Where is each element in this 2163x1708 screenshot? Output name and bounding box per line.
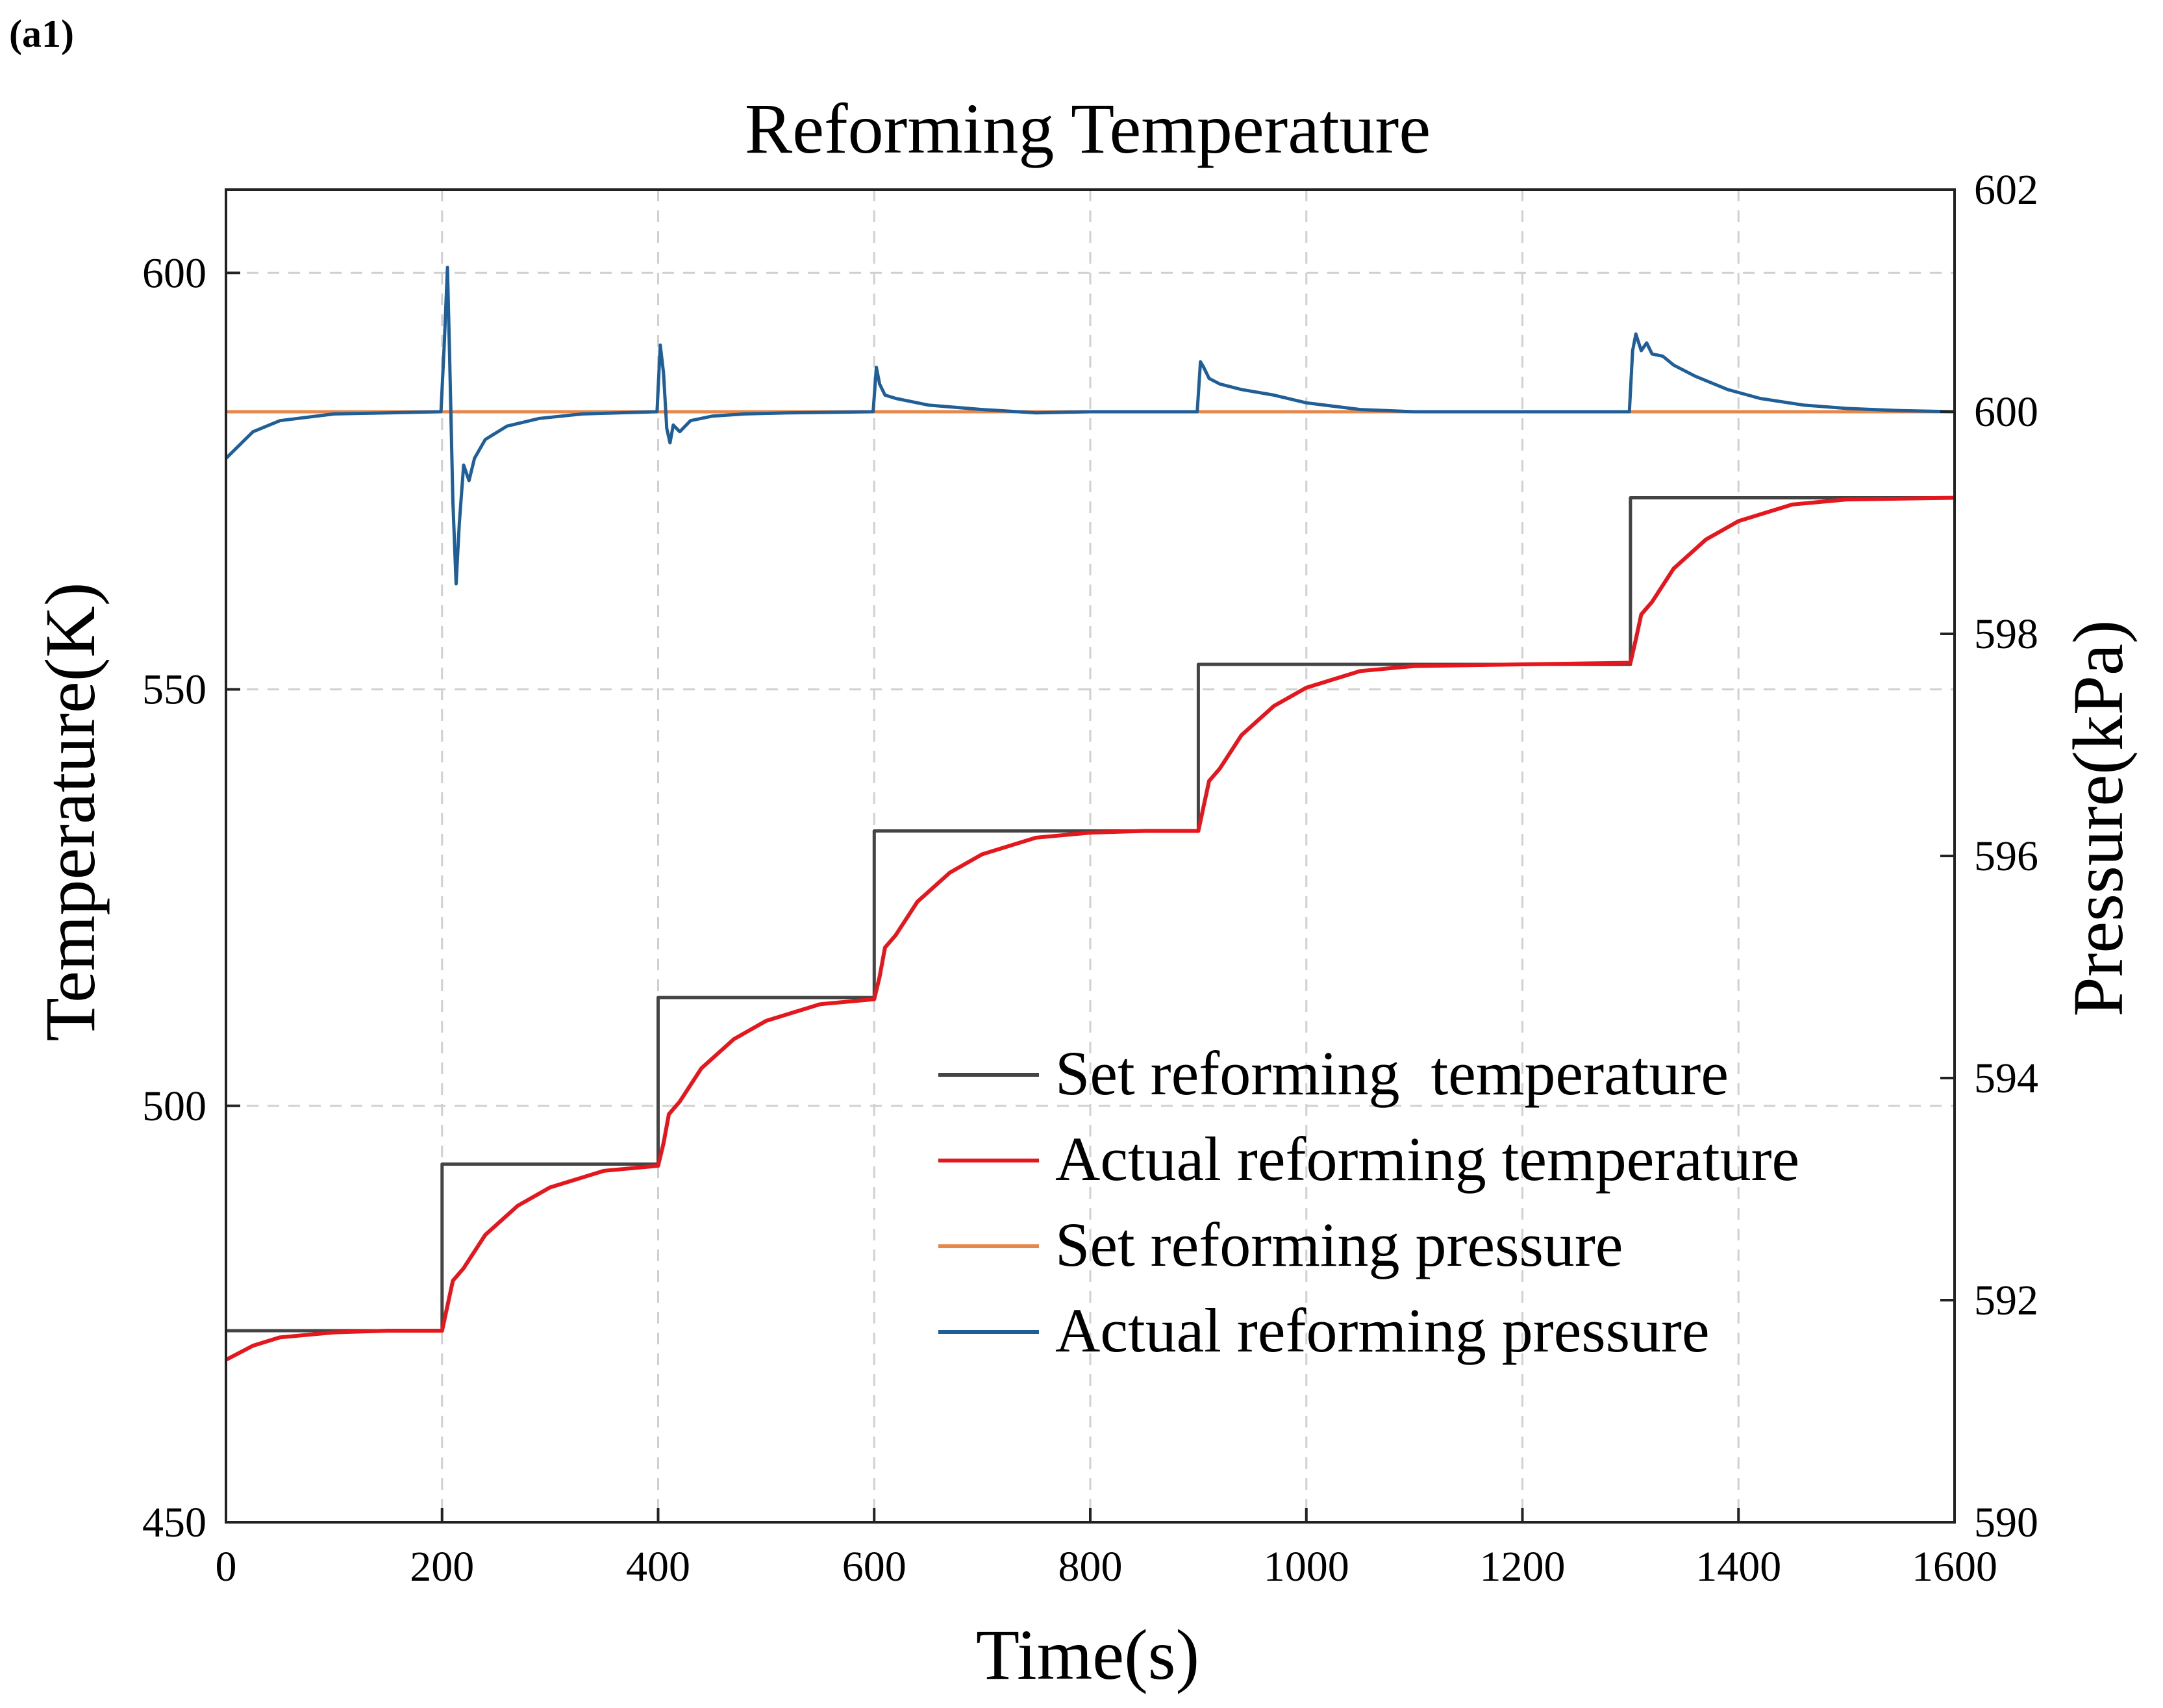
x-tick-label: 400 (626, 1543, 690, 1590)
x-tick-label: 1000 (1264, 1543, 1349, 1590)
legend-label: Actual reforming pressure (1055, 1296, 1710, 1365)
chart-title: Reforming Temperature (745, 89, 1431, 168)
legend: Set reforming temperature Actual reformin… (938, 1038, 1799, 1365)
x-tick-label: 800 (1058, 1543, 1123, 1590)
x-axis-label: Time(s) (976, 1615, 1199, 1694)
y2-tick-label: 590 (1974, 1499, 2038, 1546)
x-tick-label: 1200 (1480, 1543, 1566, 1590)
x-tick-label: 600 (842, 1543, 906, 1590)
y-axis-label: Temperature(K) (31, 583, 110, 1042)
y2-tick-label: 592 (1974, 1277, 2038, 1324)
x-tick-label: 1600 (1912, 1543, 1997, 1590)
y2-tick-label: 594 (1974, 1055, 2038, 1102)
panel-label: (a1) (9, 12, 74, 55)
plot-series (225, 266, 1955, 1362)
x-tick-label: 200 (410, 1543, 474, 1590)
y-tick-label: 600 (142, 249, 206, 297)
actual-pressure-line (225, 266, 1955, 586)
y-tick-label: 550 (142, 666, 206, 714)
y2-axis-label: Pressure(kPa) (2058, 620, 2138, 1017)
legend-label: Set reforming pressure (1055, 1210, 1623, 1279)
y2-tick-label: 600 (1974, 388, 2038, 436)
set-temperature-line (226, 496, 1955, 1333)
y2-tick-label: 598 (1974, 610, 2038, 658)
legend-label: Actual reforming temperature (1055, 1124, 1799, 1194)
y-tick-label: 450 (142, 1499, 206, 1546)
y2-tick-label: 602 (1974, 166, 2038, 214)
y-tick-label: 500 (142, 1083, 206, 1130)
actual-temperature-line (225, 496, 1955, 1362)
x-tick-label: 0 (216, 1543, 237, 1590)
axes: 0 200 400 600 800 1000 1200 1400 1600 450 500 550 60… (142, 166, 2038, 1590)
legend-label: Set reforming temperature (1055, 1038, 1729, 1108)
x-tick-label: 1400 (1695, 1543, 1781, 1590)
y2-tick-label: 596 (1974, 833, 2038, 880)
